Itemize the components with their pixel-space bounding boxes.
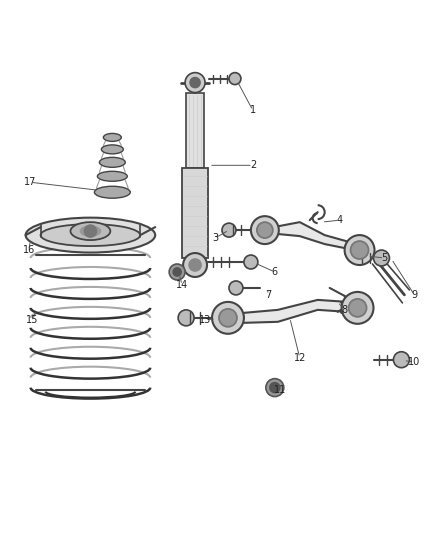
Ellipse shape [345,235,374,265]
Ellipse shape [103,133,121,141]
Circle shape [85,225,96,237]
Text: 14: 14 [176,280,188,290]
Ellipse shape [41,224,140,246]
Text: 12: 12 [293,353,306,363]
Circle shape [222,223,236,237]
Circle shape [190,78,200,87]
Text: 15: 15 [26,315,39,325]
Ellipse shape [219,309,237,327]
Circle shape [229,281,243,295]
Text: 8: 8 [342,305,348,315]
Ellipse shape [95,186,130,198]
Text: 6: 6 [272,267,278,277]
Ellipse shape [212,302,244,334]
Ellipse shape [97,171,127,181]
Circle shape [169,264,185,280]
Text: 4: 4 [336,215,343,225]
Ellipse shape [25,217,155,253]
Circle shape [185,72,205,93]
Text: 17: 17 [25,177,37,187]
Ellipse shape [350,241,368,259]
Circle shape [183,253,207,277]
Text: 7: 7 [265,290,271,300]
FancyBboxPatch shape [182,168,208,258]
Ellipse shape [71,222,110,240]
Circle shape [270,383,280,393]
Circle shape [189,259,201,271]
Ellipse shape [342,292,374,324]
Text: 3: 3 [212,233,218,243]
Circle shape [244,255,258,269]
Ellipse shape [81,226,100,236]
Text: 1: 1 [250,106,256,116]
Ellipse shape [101,145,124,154]
Text: 13: 13 [199,315,211,325]
Text: 16: 16 [22,245,35,255]
Circle shape [178,310,194,326]
Circle shape [393,352,410,368]
Ellipse shape [251,216,279,244]
Text: 9: 9 [411,290,417,300]
Polygon shape [244,300,348,323]
Ellipse shape [99,157,125,167]
Circle shape [173,268,181,276]
Text: 10: 10 [408,357,420,367]
FancyBboxPatch shape [186,93,204,168]
Circle shape [229,72,241,85]
Circle shape [374,250,389,266]
Polygon shape [279,222,350,254]
Ellipse shape [257,222,273,238]
Text: 11: 11 [274,385,286,394]
Text: 5: 5 [381,253,388,263]
Text: 2: 2 [250,160,256,171]
Ellipse shape [349,299,367,317]
Circle shape [266,378,284,397]
